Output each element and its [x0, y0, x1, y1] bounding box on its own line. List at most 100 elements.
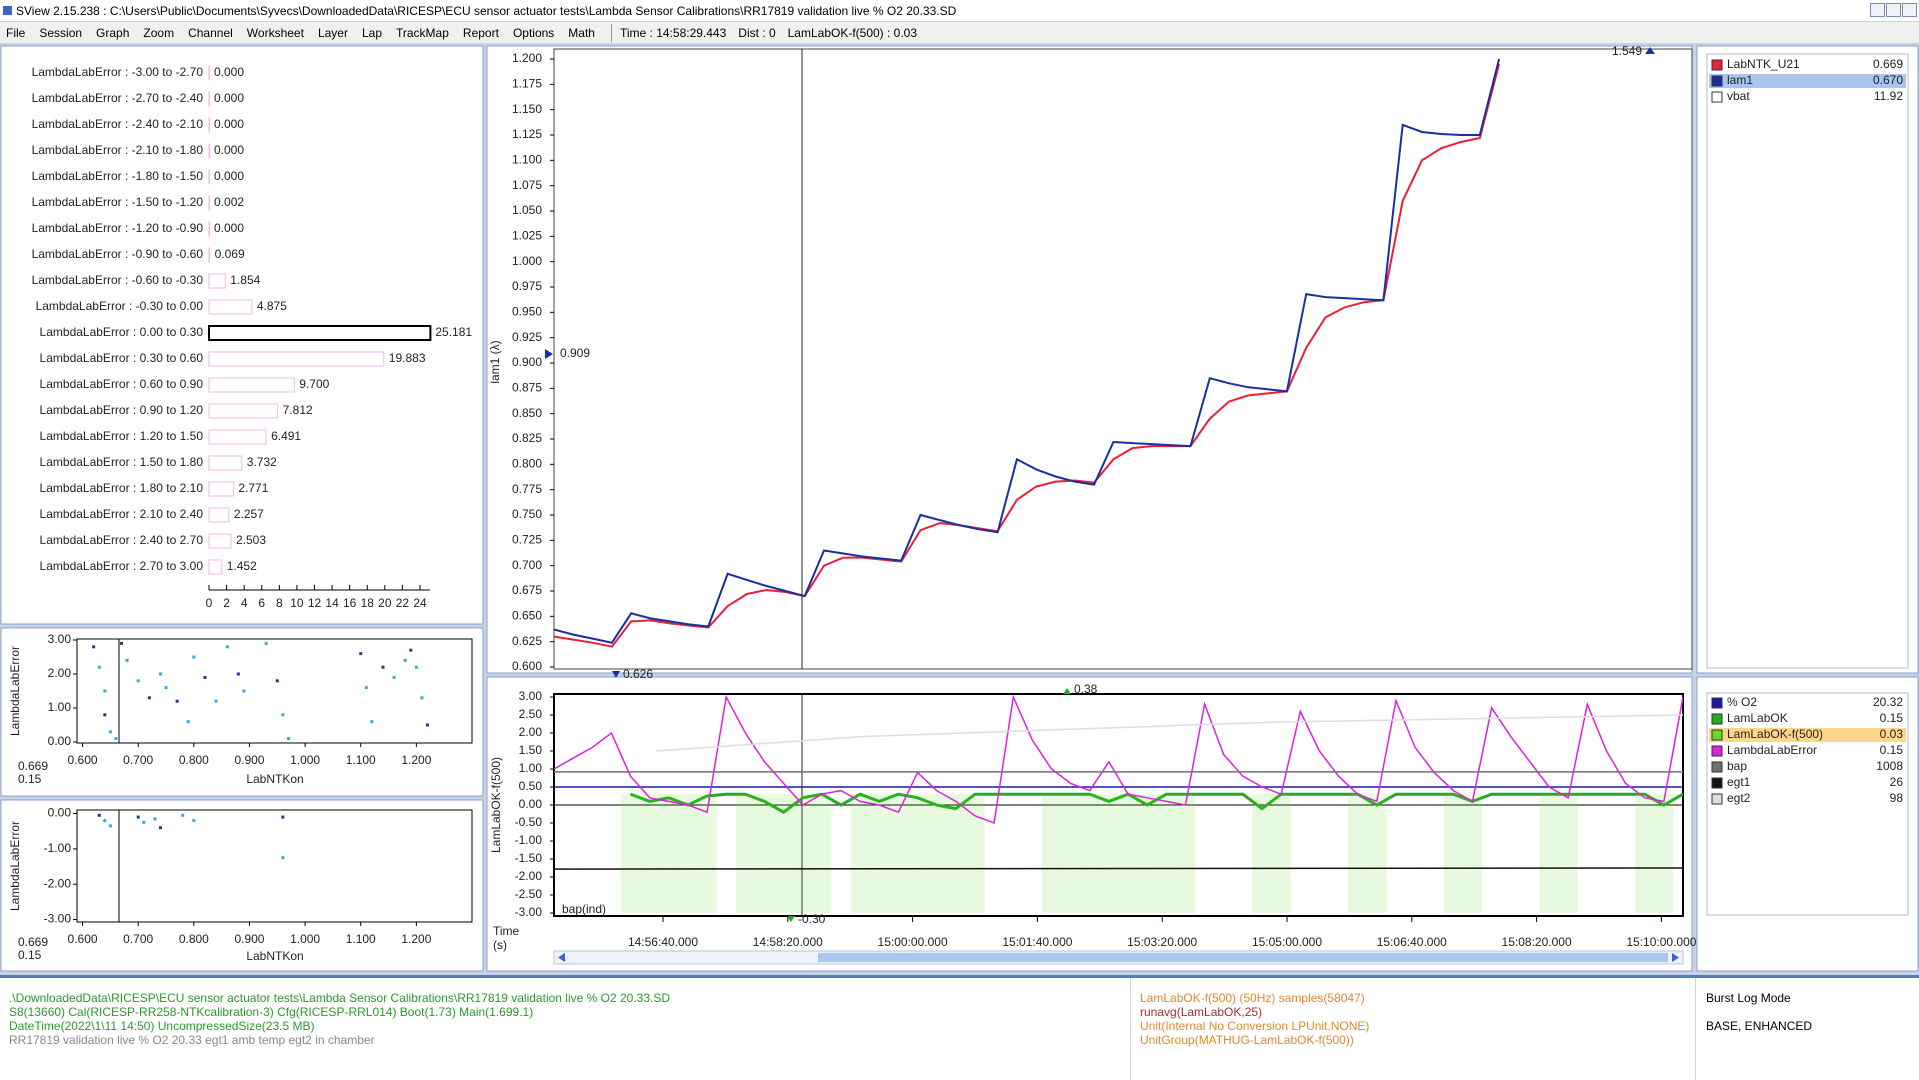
histogram-value: 2.771	[238, 481, 268, 495]
y-tick-label: 0.750	[512, 507, 542, 521]
scrollbar-thumb[interactable]	[818, 953, 1668, 962]
area-band	[1099, 794, 1118, 913]
histogram-value: 0.069	[215, 247, 245, 261]
legend-name: egt2	[1727, 791, 1751, 805]
x-tick-label: 1.200	[401, 753, 431, 767]
legend-name: egt1	[1727, 775, 1751, 789]
area-band	[640, 794, 659, 913]
status-line: Burst Log Mode	[1706, 991, 1812, 1005]
scatter-point	[114, 737, 117, 740]
histogram-value: 0.000	[214, 221, 244, 235]
menu-item[interactable]: File	[6, 26, 25, 40]
legend-name: LamLabOK-f(500)	[1727, 727, 1823, 741]
histogram-label: LambdaLabError : 1.20 to 1.50	[40, 429, 204, 443]
menu-item[interactable]: Worksheet	[247, 26, 304, 40]
x-axis-label: Time	[493, 924, 520, 938]
marker-label: -0.30	[798, 912, 826, 926]
menu-item[interactable]: Zoom	[143, 26, 174, 40]
histogram-value: 0.000	[214, 91, 244, 105]
scatter-point	[365, 686, 368, 689]
y-tick-label: 1.150	[512, 102, 542, 116]
scatter-point	[265, 642, 268, 645]
x-tick-label: 15:03:20.000	[1127, 935, 1197, 949]
channel-info: LamLabOK-f(500) (50Hz) samples(58047)run…	[1140, 991, 1369, 1047]
menu-item[interactable]: Report	[463, 26, 499, 40]
cursor-readout: LamLabOK-f(500) : 0.03	[788, 26, 917, 40]
scatter-point	[393, 676, 396, 679]
scatter-point	[176, 700, 179, 703]
histogram-value: 1.854	[230, 273, 260, 287]
x-tick-label: 24	[413, 596, 427, 610]
area-band	[927, 794, 946, 913]
legend-value: 1008	[1876, 759, 1903, 773]
menu-item[interactable]: Lap	[362, 26, 382, 40]
y-tick-label: 2.00	[48, 666, 72, 680]
scatter-point	[426, 723, 429, 726]
y-tick-label: 1.100	[512, 153, 542, 167]
y-tick-label: 0.800	[512, 457, 542, 471]
histogram-label: LambdaLabError : -2.10 to -1.80	[32, 143, 204, 157]
scatter-point	[181, 814, 184, 817]
scatter-point	[242, 690, 245, 693]
scatter-point	[281, 816, 284, 819]
menu-item[interactable]: Options	[513, 26, 554, 40]
maximize-button[interactable]	[1886, 3, 1901, 17]
x-tick-label: 0.700	[123, 753, 153, 767]
legend-value: 26	[1890, 775, 1904, 789]
area-band	[1042, 794, 1061, 913]
y-tick-label: 1.025	[512, 229, 542, 243]
menu-item[interactable]: Session	[39, 26, 82, 40]
legend-swatch	[1712, 714, 1722, 724]
y-tick-label: 2.50	[519, 707, 543, 721]
minimize-button[interactable]	[1870, 3, 1885, 17]
histogram-value: 2.503	[236, 533, 266, 547]
menu-separator	[611, 24, 612, 42]
area-band	[1463, 794, 1482, 913]
histogram-label: LambdaLabError : 0.30 to 0.60	[40, 351, 204, 365]
legend-value: 0.15	[1880, 743, 1904, 757]
marker-label: 0.909	[560, 346, 590, 360]
y-tick-label: 0.00	[519, 797, 543, 811]
x-tick-label: 1.000	[290, 932, 320, 946]
menu-item[interactable]: Layer	[318, 26, 348, 40]
histogram-label: LambdaLabError : -3.00 to -2.70	[32, 65, 204, 79]
menu-item[interactable]: Graph	[96, 26, 129, 40]
status-line: UnitGroup(MATHUG-LamLabOK-f(500))	[1140, 1033, 1369, 1047]
area-band	[678, 794, 697, 913]
histogram-value: 0.000	[214, 169, 244, 183]
scatter-point	[404, 659, 407, 662]
area-band	[774, 794, 793, 913]
area-band	[965, 794, 984, 913]
window-title: SView 2.15.238 : C:\Users\Public\Documen…	[16, 0, 956, 22]
histogram-value: 0.002	[214, 195, 244, 209]
status-line: LamLabOK-f(500) (50Hz) samples(58047)	[1140, 991, 1369, 1005]
histogram-label: LambdaLabError : -0.30 to 0.00	[36, 299, 204, 313]
status-line: S8(13660) Cal(RICESP-RR258-NTKcalibratio…	[9, 1005, 670, 1019]
y-tick-label: 0.775	[512, 482, 542, 496]
x-axis-label: (s)	[493, 938, 507, 952]
y-tick-label: 0.650	[512, 609, 542, 623]
menu-item[interactable]: TrackMap	[396, 26, 449, 40]
legend-value: 0.03	[1880, 727, 1904, 741]
area-band	[1138, 794, 1157, 913]
histogram-bar	[209, 170, 210, 184]
histogram-bar	[209, 222, 210, 236]
log-mode: Burst Log ModeBASE, ENHANCED	[1706, 991, 1812, 1033]
x-tick-label: 14	[325, 596, 339, 610]
area-band	[1119, 794, 1138, 913]
scatter-point	[98, 666, 101, 669]
y-tick-label: 0.975	[512, 279, 542, 293]
y-tick-label: -1.00	[515, 833, 543, 847]
menu-item[interactable]: Channel	[188, 26, 233, 40]
y-tick-label: 2.00	[519, 725, 543, 739]
legend-swatch	[1712, 746, 1722, 756]
histogram-bar	[209, 248, 210, 262]
close-button[interactable]	[1902, 3, 1917, 17]
x-tick-label: 20	[378, 596, 392, 610]
menu-item[interactable]: Math	[568, 26, 595, 40]
y-tick-label: -2.50	[515, 887, 543, 901]
status-line: DateTime(2022\1\11 14:50) UncompressedSi…	[9, 1019, 670, 1033]
histogram-label: LambdaLabError : -2.70 to -2.40	[32, 91, 204, 105]
scatter-point	[281, 713, 284, 716]
